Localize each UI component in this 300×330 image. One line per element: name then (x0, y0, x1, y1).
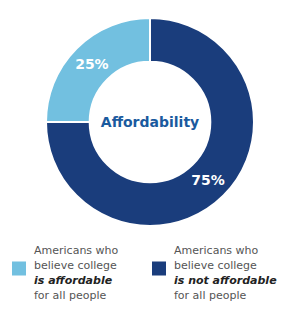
legend-text: is not affordable (174, 274, 277, 287)
legend-item: Americans who believe college is affordabl… (12, 244, 119, 302)
legend-swatch (12, 262, 26, 276)
slice (46, 18, 150, 122)
legend-text: Americans who (34, 244, 119, 257)
legend-item: Americans who believe college is not affor… (152, 244, 277, 302)
legend-text: Americans who (174, 244, 259, 257)
chart: 75% 25% Affordability Americans who believe … (0, 0, 300, 330)
slices (46, 18, 254, 226)
legend-text: for all people (34, 289, 106, 302)
legend-text: believe college (34, 259, 117, 272)
data-labels: 75% 25% (75, 56, 225, 188)
title: Affordability (101, 114, 199, 130)
legend-text: believe college (174, 259, 257, 272)
slice (46, 18, 254, 226)
legend-text: is affordable (34, 274, 113, 287)
data-label: 75% (191, 172, 225, 188)
legend-swatch (152, 262, 166, 276)
legend: Americans who believe college is not affor… (12, 244, 277, 302)
data-label: 25% (75, 56, 109, 72)
legend-text: for all people (174, 289, 246, 302)
